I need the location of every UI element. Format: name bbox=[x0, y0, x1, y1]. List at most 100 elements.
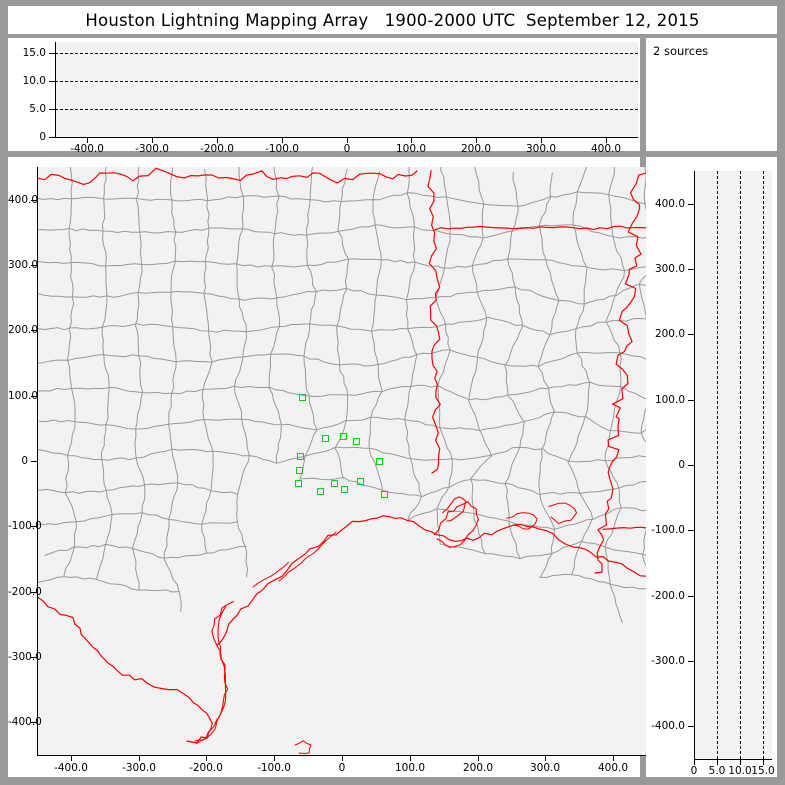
y-tick bbox=[31, 722, 37, 723]
x-tick bbox=[71, 756, 72, 761]
source-marker bbox=[297, 452, 305, 460]
x-tick bbox=[613, 756, 614, 761]
y-tick-label: 400.0 bbox=[654, 198, 685, 210]
y-tick bbox=[688, 269, 694, 270]
map-plot-area[interactable] bbox=[37, 167, 647, 755]
source-marker bbox=[381, 490, 389, 498]
x-tick-label: -300.0 bbox=[122, 762, 156, 774]
y-tick bbox=[31, 200, 37, 201]
y-tick-label: 0 bbox=[678, 459, 685, 471]
time-height-panel: 0 5.0 10.0 15.0 -400.0 -300.0 -200.0 -100.0 0 100… bbox=[8, 38, 640, 155]
x-tick-label: 400.0 bbox=[590, 143, 622, 155]
y-tick bbox=[31, 657, 37, 658]
x-tick bbox=[717, 760, 718, 765]
x-tick bbox=[87, 138, 88, 143]
source-marker bbox=[299, 394, 307, 402]
x-tick-label: -300.0 bbox=[135, 143, 169, 155]
x-tick bbox=[763, 760, 764, 765]
title-bar: Houston Lightning Mapping Array 1900-200… bbox=[8, 6, 777, 34]
x-tick bbox=[476, 138, 477, 143]
y-tick bbox=[49, 137, 55, 138]
y-tick bbox=[49, 53, 55, 54]
x-tick-label: -100.0 bbox=[265, 143, 299, 155]
source-marker bbox=[295, 467, 303, 475]
map-geography bbox=[37, 167, 647, 754]
y-tick bbox=[31, 265, 37, 266]
x-tick bbox=[274, 756, 275, 761]
x-tick-label: 100.0 bbox=[395, 143, 427, 155]
y-tick bbox=[49, 81, 55, 82]
y-tick-label: 300.0 bbox=[654, 263, 685, 275]
y-tick bbox=[31, 396, 37, 397]
x-tick-label: 0 bbox=[338, 762, 346, 774]
x-tick bbox=[410, 756, 411, 761]
y-tick bbox=[688, 661, 694, 662]
east-height-y-axis bbox=[694, 171, 695, 760]
x-tick-label: 10.0 bbox=[728, 765, 752, 777]
y-tick bbox=[688, 204, 694, 205]
x-tick bbox=[206, 756, 207, 761]
y-tick-label: 400.0 bbox=[8, 194, 39, 206]
gridline bbox=[55, 81, 638, 82]
x-tick-label: -100.0 bbox=[257, 762, 291, 774]
x-tick bbox=[282, 138, 283, 143]
gridline bbox=[740, 171, 741, 759]
x-tick bbox=[740, 760, 741, 765]
x-tick-label: 100.0 bbox=[394, 762, 426, 774]
y-tick-label: 300.0 bbox=[8, 259, 39, 271]
y-tick-label: 100.0 bbox=[8, 390, 39, 402]
source-marker bbox=[295, 479, 303, 487]
y-tick-label: 100.0 bbox=[654, 394, 685, 406]
y-tick bbox=[31, 330, 37, 331]
source-marker bbox=[340, 485, 348, 493]
y-tick bbox=[31, 526, 37, 527]
y-tick-label: 10.0 bbox=[22, 75, 46, 87]
y-tick bbox=[31, 461, 37, 462]
x-tick-label: -400.0 bbox=[54, 762, 88, 774]
x-tick bbox=[541, 138, 542, 143]
y-tick-label: 200.0 bbox=[654, 328, 685, 340]
x-tick-label: 200.0 bbox=[460, 143, 492, 155]
time-height-plot-area[interactable] bbox=[55, 42, 638, 137]
x-tick bbox=[217, 138, 218, 143]
y-tick-label: 0 bbox=[39, 131, 46, 143]
y-tick bbox=[49, 109, 55, 110]
x-tick-label: 5.0 bbox=[708, 765, 726, 777]
time-height-x-axis bbox=[55, 137, 638, 138]
y-tick-label: -300.0 bbox=[8, 651, 42, 663]
east-height-plot-area[interactable] bbox=[694, 171, 772, 759]
x-tick-label: -400.0 bbox=[70, 143, 104, 155]
map-y-axis bbox=[37, 167, 38, 756]
y-tick-label: -100.0 bbox=[651, 524, 685, 536]
x-tick-label: -200.0 bbox=[189, 762, 223, 774]
y-tick-label: 200.0 bbox=[8, 324, 39, 336]
y-tick-label: -200.0 bbox=[8, 586, 42, 598]
x-tick-label: 0 bbox=[690, 765, 698, 777]
y-tick-label: -100.0 bbox=[8, 520, 42, 532]
y-tick-label: 5.0 bbox=[29, 103, 46, 115]
source-marker bbox=[356, 478, 364, 486]
x-tick-label: 300.0 bbox=[529, 762, 561, 774]
x-tick bbox=[545, 756, 546, 761]
x-tick bbox=[347, 138, 348, 143]
plan-view-map-panel: -400.0 -300.0 -200.0 -100.0 0 100.0 200.0 300.0… bbox=[8, 157, 647, 777]
y-tick-label: 15.0 bbox=[22, 47, 46, 59]
gridline bbox=[717, 171, 718, 759]
x-tick bbox=[342, 756, 343, 761]
x-tick bbox=[694, 760, 695, 765]
y-tick bbox=[688, 726, 694, 727]
x-tick bbox=[478, 756, 479, 761]
x-tick-label: 15.0 bbox=[751, 765, 775, 777]
y-tick bbox=[31, 592, 37, 593]
y-tick bbox=[688, 530, 694, 531]
x-tick-label: -200.0 bbox=[200, 143, 234, 155]
x-tick bbox=[139, 756, 140, 761]
source-marker bbox=[316, 487, 324, 495]
y-tick-label: -400.0 bbox=[8, 716, 42, 728]
east-height-x-axis bbox=[694, 759, 772, 760]
x-tick-label: 200.0 bbox=[462, 762, 494, 774]
time-height-y-axis bbox=[55, 42, 56, 138]
source-marker bbox=[376, 457, 384, 465]
source-marker bbox=[322, 434, 330, 442]
